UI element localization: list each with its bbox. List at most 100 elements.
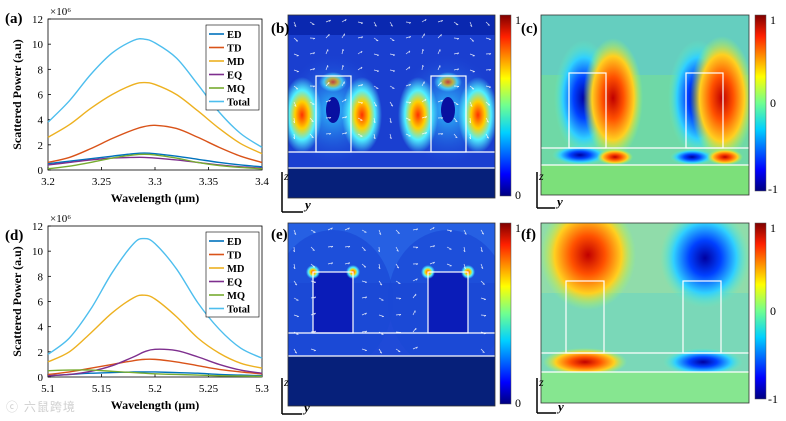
field-arrow xyxy=(357,66,363,71)
field-arrow xyxy=(361,330,367,333)
field-arrow xyxy=(421,132,427,135)
field-arrow-head xyxy=(378,267,381,270)
field-arrow-head xyxy=(329,99,331,102)
field-arrow-head xyxy=(329,19,331,22)
series-line-mq xyxy=(47,369,263,378)
colorbar-e-top: 1 xyxy=(515,221,521,235)
field-arrow xyxy=(378,314,384,317)
y-tick-label: 8 xyxy=(38,271,44,283)
colorbar-c-top: 1 xyxy=(770,13,776,27)
field-arrow xyxy=(309,52,315,55)
field-arrow xyxy=(361,348,367,351)
field-arrow-head xyxy=(433,261,435,264)
field-arrow xyxy=(373,101,377,107)
field-arrow xyxy=(344,245,350,248)
field-arrow-head xyxy=(314,330,317,333)
field-arrow-head xyxy=(294,25,297,27)
y-tick-label: 8 xyxy=(38,64,44,76)
field-arrow xyxy=(378,348,383,354)
panel-b-label: (b) xyxy=(271,21,289,37)
field-arrow-head xyxy=(480,250,483,253)
field-arrow-head xyxy=(433,245,436,248)
field-arrow xyxy=(480,229,485,235)
field-arrow-head xyxy=(294,283,298,286)
svg-text:y: y xyxy=(302,400,310,415)
field-arrow xyxy=(341,116,347,119)
field-arrow-head xyxy=(342,48,344,52)
field-arrow xyxy=(344,262,350,265)
field-arrow xyxy=(325,49,329,55)
field-arrow-head xyxy=(294,233,297,235)
chart-a: (a) 0 2 4 6 8 10 12 3.2 3.25 3.3 3.35 3.4 ×10⁶ Wavelen… xyxy=(5,6,269,205)
field-arrow-head xyxy=(455,136,458,139)
field-arrow xyxy=(378,331,384,335)
field-arrow-head xyxy=(457,86,460,88)
field-arrow xyxy=(405,50,411,55)
field-arrow xyxy=(309,133,314,138)
field-arrow xyxy=(485,69,492,71)
field-arrow xyxy=(437,34,442,39)
field-arrow xyxy=(395,229,400,234)
legend-item-mq: MQ xyxy=(227,291,245,302)
field-arrow xyxy=(293,101,297,107)
field-arrow xyxy=(480,348,485,353)
field-arrow-head xyxy=(293,121,295,124)
x-tick-label: 5.3 xyxy=(255,383,269,395)
field-arrow xyxy=(373,133,376,139)
series-line-mq xyxy=(47,153,263,170)
field-arrow xyxy=(293,348,298,354)
field-arrow-head xyxy=(293,137,295,140)
field-arrow-head xyxy=(360,22,363,24)
field-arrow-head xyxy=(376,54,379,57)
field-arrow xyxy=(463,246,466,252)
field-arrow-head xyxy=(389,137,392,140)
field-arrow-head xyxy=(378,250,380,253)
legend-item-total: Total xyxy=(227,305,250,316)
field-arrow-head xyxy=(342,64,344,68)
field-arrow xyxy=(469,117,471,124)
field-arrow-head xyxy=(344,98,347,102)
field-arrow xyxy=(446,246,452,250)
field-arrow-head xyxy=(422,48,424,52)
field-arrow-head xyxy=(489,69,492,71)
field-arrow xyxy=(293,21,297,27)
field-arrow xyxy=(453,101,459,105)
field-arrow-head xyxy=(379,233,382,235)
field-arrow xyxy=(412,228,418,231)
field-arrow-head xyxy=(374,104,377,107)
field-arrow-head xyxy=(348,245,351,248)
y-tick-label: 10 xyxy=(32,246,44,258)
legend xyxy=(205,24,260,111)
field-arrow xyxy=(325,19,331,23)
x-tick-label: 3.4 xyxy=(255,176,269,188)
field-arrow xyxy=(378,263,381,269)
field-arrow-head xyxy=(397,232,400,234)
colorbar-f-top: 1 xyxy=(770,221,776,235)
legend-item-total: Total xyxy=(227,98,250,109)
field-arrow xyxy=(361,246,366,251)
field-arrow xyxy=(405,66,411,71)
series-line-td xyxy=(47,124,263,164)
legend-item-md: MD xyxy=(227,264,245,275)
field-arrow-head xyxy=(489,53,492,55)
field-arrow xyxy=(341,49,344,55)
field-arrow-head xyxy=(390,104,393,107)
series-line-md xyxy=(47,294,263,369)
panel-label: (d) xyxy=(5,228,23,244)
field-arrow-head xyxy=(457,52,460,55)
field-arrow xyxy=(412,327,417,333)
field-arrow xyxy=(437,49,441,55)
field-arrow xyxy=(405,117,411,121)
axis-indicator-b: z y xyxy=(281,169,311,213)
field-arrow-head xyxy=(348,227,350,230)
field-arrow xyxy=(405,83,411,87)
series-line-total xyxy=(47,237,263,359)
field-arrow xyxy=(389,69,395,72)
field-arrow-head xyxy=(441,99,443,102)
field-arrow xyxy=(421,49,424,55)
colorbar-f-bottom: -1 xyxy=(768,392,778,406)
field-arrow-head xyxy=(409,83,411,86)
y-tick-label: 12 xyxy=(32,14,43,26)
field-arrow xyxy=(373,117,376,123)
field-arrow xyxy=(469,101,473,107)
